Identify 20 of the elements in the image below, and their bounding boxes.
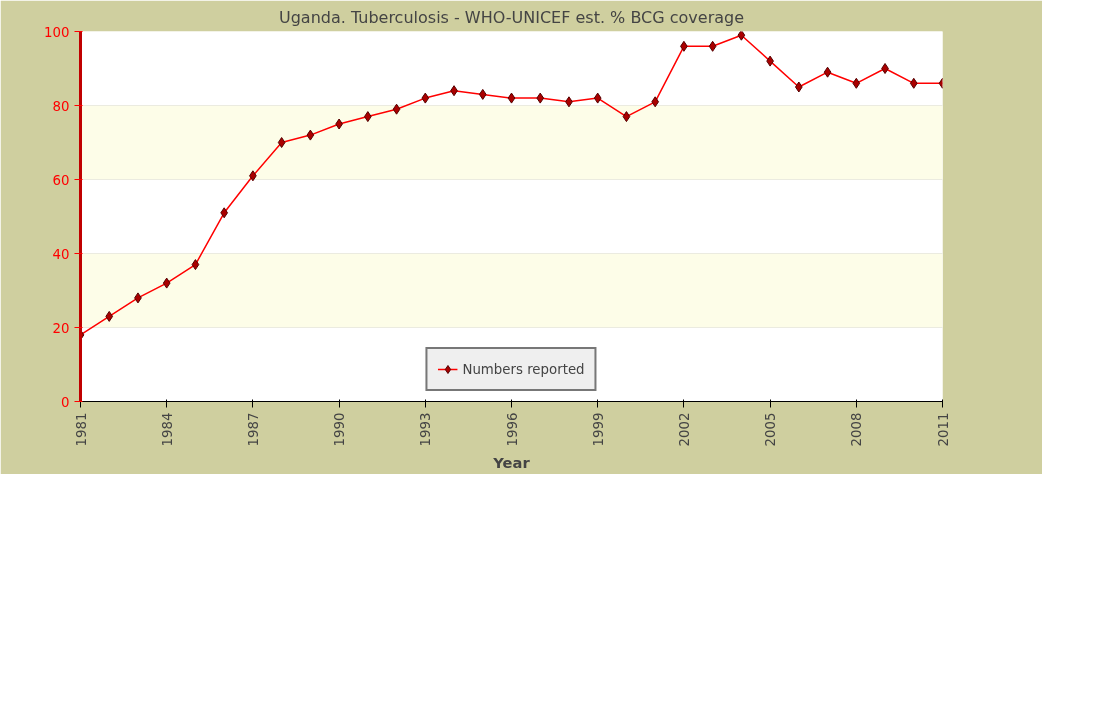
x-tick-label: 2011 [935,412,951,447]
x-axis-title: Year [492,454,531,472]
y-tick-label: 40 [52,246,70,262]
y-tick-label: 0 [61,394,70,410]
x-tick-label: 2008 [849,412,865,447]
x-tick-label: 1981 [73,412,89,447]
y-tick-label: 20 [52,320,70,336]
y-tick-label: 60 [52,172,70,188]
x-tick-label: 1987 [245,412,261,447]
x-tick-label: 1984 [159,412,175,447]
x-tick-label: 1996 [504,412,520,447]
x-tick-label: 1990 [332,412,348,447]
x-tick-label: 2002 [676,412,692,447]
legend-label: Numbers reported [462,361,585,377]
chart-title: Uganda. Tuberculosis - WHO-UNICEF est. % BCG coverage [278,7,745,27]
x-tick-label: 1993 [418,412,434,447]
x-tick-label: 1999 [590,412,606,447]
y-tick-label: 100 [44,24,70,40]
x-tick-label: 2005 [763,412,779,447]
y-tick-label: 80 [52,98,70,114]
